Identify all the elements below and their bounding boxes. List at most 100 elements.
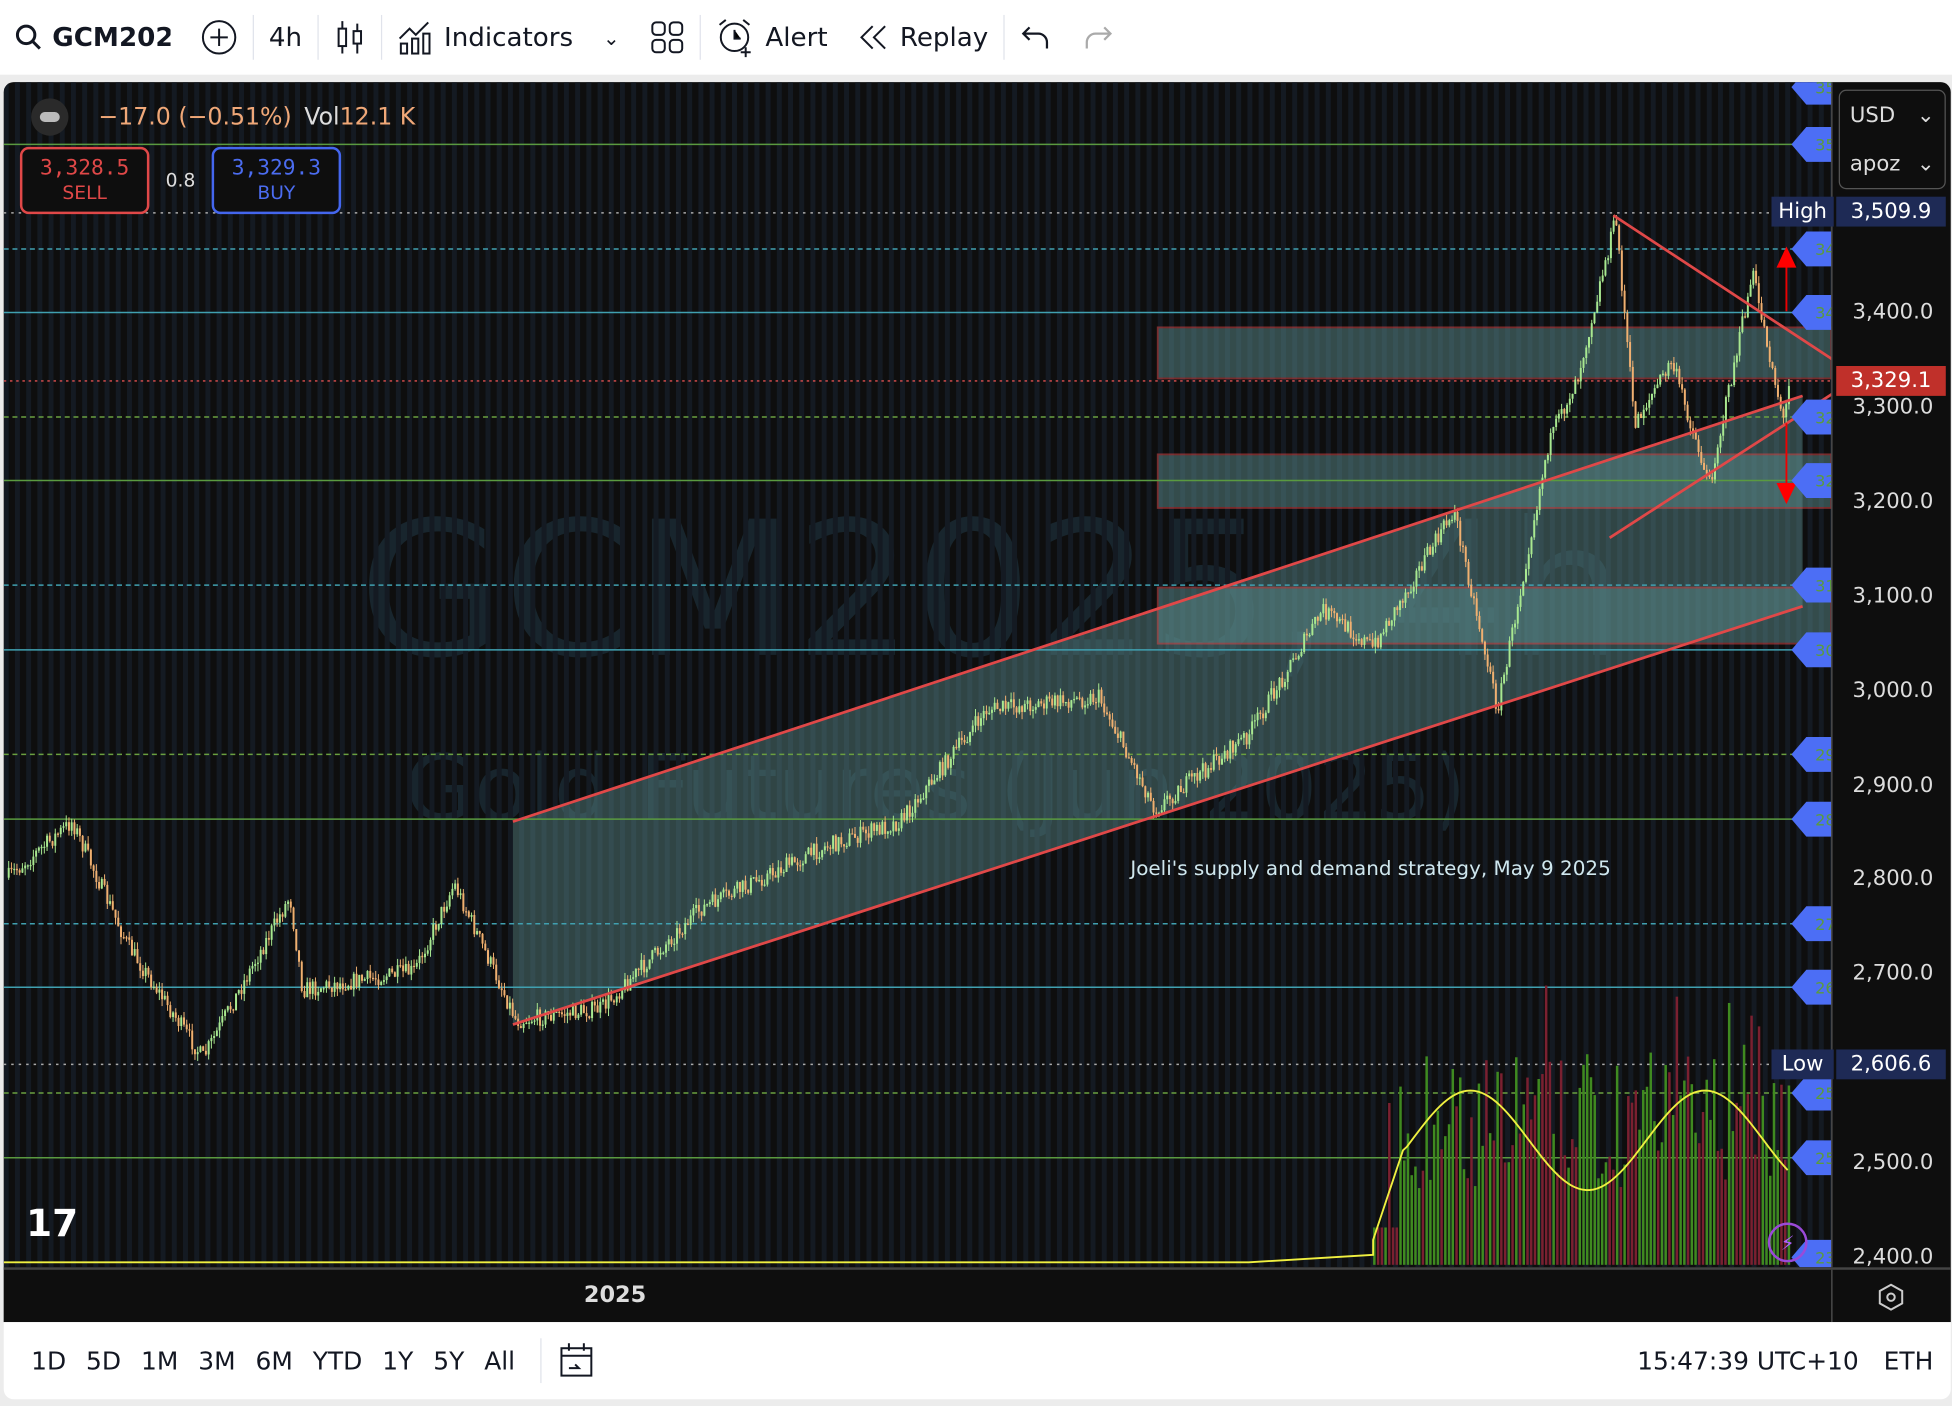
candle-body xyxy=(1467,561,1470,585)
candle-body xyxy=(1700,451,1703,463)
indicators-dropdown[interactable]: ⌄ xyxy=(588,0,635,75)
candle-body xyxy=(456,883,459,896)
candle-body xyxy=(1056,695,1059,707)
range-1m[interactable]: 1M xyxy=(140,1345,179,1376)
candle-body xyxy=(1694,432,1697,440)
candle-body xyxy=(1273,688,1276,699)
volume-bar xyxy=(1765,1143,1768,1265)
candle-body xyxy=(1352,637,1355,640)
interval-button[interactable]: 4h xyxy=(254,0,317,75)
candle-body xyxy=(1256,712,1259,721)
volume-bar xyxy=(1679,1095,1682,1265)
candle-body xyxy=(1505,666,1508,675)
compare-button[interactable] xyxy=(185,0,252,75)
candle-body xyxy=(426,950,429,954)
candle-body xyxy=(1692,428,1695,433)
alert-tag xyxy=(1791,1075,1832,1111)
bg-stripe xyxy=(541,82,547,1268)
chart-type-button[interactable] xyxy=(318,0,380,75)
candle-body xyxy=(259,949,262,963)
range-1d[interactable]: 1D xyxy=(31,1345,67,1376)
volume-bar xyxy=(1709,1119,1712,1265)
candle-body xyxy=(1538,488,1541,511)
chart-annotation[interactable]: Joeli's supply and demand strategy, May … xyxy=(1130,856,1611,881)
candle-body xyxy=(864,829,867,834)
tradingview-logo[interactable]: 17 xyxy=(26,1202,79,1247)
volume-bar xyxy=(1754,1154,1757,1265)
replay-button[interactable]: Replay xyxy=(843,0,1004,75)
candle-body xyxy=(1212,754,1215,770)
layouts-button[interactable] xyxy=(635,0,700,75)
price-tick: 2,800.0 xyxy=(1852,866,1934,892)
candle-body xyxy=(289,901,292,908)
price-axis[interactable]: 3,400.0 3,300.0 3,200.0 3,100.0 3,000.0 2,900… xyxy=(1831,82,1951,1270)
bg-stripe xyxy=(1258,82,1264,1268)
unit-dropdown[interactable]: apoz ⌄ xyxy=(1840,139,1945,188)
undo-button[interactable] xyxy=(1004,0,1066,75)
candle-body xyxy=(1366,637,1369,640)
range-6m[interactable]: 6M xyxy=(255,1345,293,1376)
range-5y[interactable]: 5Y xyxy=(433,1345,465,1376)
candle-body xyxy=(1042,703,1045,709)
range-1y[interactable]: 1Y xyxy=(382,1345,414,1376)
bg-stripe xyxy=(563,82,569,1268)
candle-body xyxy=(347,985,350,990)
candle-body xyxy=(785,857,788,872)
alert-tag-label: 29 xyxy=(1815,746,1831,765)
candle-body xyxy=(1590,323,1593,338)
candle-body xyxy=(692,908,695,916)
chart-pane[interactable]: GCM2025, 4h Gold Futures (Jun 2025) 3535… xyxy=(3,82,1951,1323)
candle-body xyxy=(1264,712,1267,719)
bg-stripe xyxy=(1684,82,1690,1268)
candle-body xyxy=(40,846,43,849)
candle-body xyxy=(478,931,481,934)
price-chart[interactable]: 35 35 34 34 32 32 31 30 29 28 27 26 25 25 23 xyxy=(3,82,1832,1268)
range-all[interactable]: All xyxy=(484,1345,516,1376)
currency-dropdown[interactable]: USD ⌄ xyxy=(1840,91,1945,140)
settings-icon[interactable] xyxy=(1876,1282,1906,1312)
buy-button[interactable]: 3,329.3 BUY xyxy=(211,146,342,215)
candle-body xyxy=(270,925,273,940)
candle-body xyxy=(319,988,322,992)
sell-button[interactable]: 3,328.5 SELL xyxy=(19,146,150,215)
alert-button[interactable]: Alert xyxy=(701,0,843,75)
bg-stripe xyxy=(1415,82,1421,1268)
candle-body xyxy=(1719,435,1722,448)
indicators-button[interactable]: Indicators xyxy=(382,0,588,75)
range-5d[interactable]: 5D xyxy=(86,1345,122,1376)
time-axis[interactable]: 2025 xyxy=(3,1267,1951,1323)
candle-body xyxy=(229,1006,232,1010)
range-3m[interactable]: 3M xyxy=(198,1345,236,1376)
session-toggle[interactable]: ETH xyxy=(1883,1345,1934,1376)
candle-body xyxy=(130,939,133,956)
redo-button[interactable] xyxy=(1067,0,1129,75)
volume-bar xyxy=(1600,1173,1604,1265)
candle-body xyxy=(303,991,306,998)
symbol-search[interactable]: GCM2025 xyxy=(0,0,185,75)
candle-body xyxy=(848,833,851,846)
candle-body xyxy=(1472,596,1475,599)
candle-body xyxy=(210,1037,213,1042)
candle-body xyxy=(1722,421,1725,436)
bg-stripe xyxy=(1325,82,1331,1268)
candle-body xyxy=(744,880,747,890)
bg-stripe xyxy=(328,82,334,1268)
lightning-button[interactable]: ⚡ xyxy=(1767,1222,1808,1263)
bg-stripe xyxy=(1045,82,1051,1268)
candle-body xyxy=(224,1010,227,1017)
candle-body xyxy=(237,990,240,994)
candle-body xyxy=(1404,592,1407,603)
go-to-date-icon[interactable] xyxy=(556,1341,596,1381)
candle-body xyxy=(856,837,859,843)
candle-body xyxy=(98,882,101,889)
candle-body xyxy=(993,702,996,710)
bg-stripe xyxy=(362,82,368,1268)
candle-body xyxy=(604,999,607,1009)
candle-body xyxy=(161,989,164,1000)
candle-body xyxy=(1114,726,1117,734)
bg-stripe xyxy=(1068,82,1074,1268)
range-ytd[interactable]: YTD xyxy=(312,1345,363,1376)
collapse-legend-button[interactable] xyxy=(31,98,69,136)
candle-body xyxy=(714,894,717,907)
clock[interactable]: 15:47:39 UTC+10 xyxy=(1637,1345,1859,1376)
